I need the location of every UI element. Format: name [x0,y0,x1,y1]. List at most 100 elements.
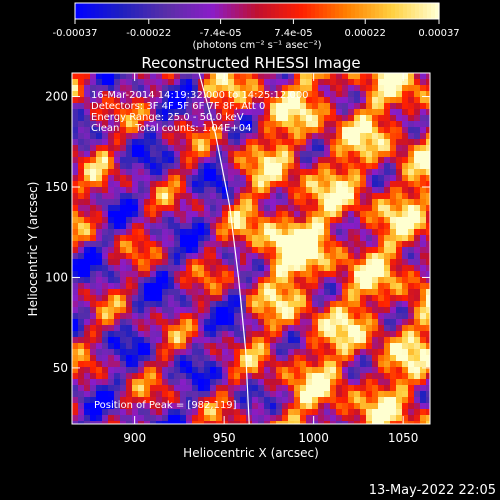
heatmap-cell [186,199,192,205]
heatmap-cell [426,133,430,139]
heatmap-cell [186,307,192,313]
heatmap-cell [330,181,336,187]
heatmap-cell [384,73,390,79]
heatmap-cell [246,223,252,229]
heatmap-cell [84,301,90,307]
colorbar-segment [411,3,416,19]
heatmap-cell [138,145,144,151]
colorbar-segment [319,3,324,19]
heatmap-cell [324,307,330,313]
heatmap-cell [228,199,234,205]
colorbar-segment [75,3,80,19]
colorbar-segment [431,3,436,19]
heatmap-cell [276,115,282,121]
heatmap-cell [114,247,120,253]
heatmap-cell [228,181,234,187]
heatmap-cell [306,361,312,367]
heatmap-cell [234,307,240,313]
heatmap-cell [162,199,168,205]
heatmap-cell [114,331,120,337]
heatmap-cell [294,283,300,289]
heatmap-cell [192,145,198,151]
heatmap-cell [144,175,150,181]
heatmap-cell [396,331,402,337]
heatmap-cell [204,223,210,229]
heatmap-cell [96,223,102,229]
heatmap-cell [318,157,324,163]
heatmap-cell [240,103,246,109]
heatmap-cell [180,115,186,121]
heatmap-cell [102,151,108,157]
heatmap-cell [288,301,294,307]
heatmap-cell [78,331,84,337]
heatmap-cell [348,133,354,139]
heatmap-cell [342,379,348,385]
heatmap-cell [72,163,78,169]
heatmap-cell [186,295,192,301]
heatmap-cell [198,415,204,421]
heatmap-cell [252,211,258,217]
heatmap-cell [270,193,276,199]
colorbar-segment [151,3,156,19]
heatmap-cell [354,247,360,253]
heatmap-cell [360,115,366,121]
heatmap-cell [168,403,174,409]
heatmap-cell [222,109,228,115]
heatmap-cell [252,385,258,391]
heatmap-cell [162,403,168,409]
heatmap-cell [84,379,90,385]
heatmap-cell [150,181,156,187]
heatmap-cell [210,379,216,385]
heatmap-cell [156,223,162,229]
heatmap-cell [138,163,144,169]
heatmap-cell [312,289,318,295]
heatmap-cell [294,367,300,373]
heatmap-cell [234,115,240,121]
heatmap-cell [276,199,282,205]
heatmap-cell [384,139,390,145]
heatmap-cell [360,349,366,355]
heatmap-cell [186,115,192,121]
heatmap-cell [318,265,324,271]
heatmap-cell [150,265,156,271]
heatmap-cell [78,181,84,187]
heatmap-cell [180,277,186,283]
heatmap-cell [204,187,210,193]
heatmap-cell [174,163,180,169]
heatmap-cell [84,397,90,403]
heatmap-cell [90,175,96,181]
plot-frame [71,72,431,425]
heatmap-cell [216,313,222,319]
heatmap-cell [318,145,324,151]
heatmap-cell [108,223,114,229]
heatmap-cell [288,355,294,361]
heatmap-cell [174,391,180,397]
heatmap-cell [102,139,108,145]
heatmap-cell [306,139,312,145]
heatmap-cell [168,409,174,415]
heatmap-cell [264,289,270,295]
heatmap-cell [396,181,402,187]
heatmap-cell [372,421,378,424]
heatmap-cell [300,307,306,313]
heatmap-cell [288,229,294,235]
heatmap-cell [234,109,240,115]
heatmap-cell [414,385,420,391]
heatmap-cell [222,253,228,259]
heatmap-cell [318,115,324,121]
heatmap-cell [288,319,294,325]
heatmap-cell [288,91,294,97]
heatmap-cell [96,103,102,109]
heatmap-cell [192,379,198,385]
heatmap-cell [240,199,246,205]
heatmap-cell [228,361,234,367]
heatmap-cell [126,277,132,283]
heatmap-cell [324,85,330,91]
heatmap-cell [414,367,420,373]
heatmap-cell [336,325,342,331]
x-tick-label: 900 [123,431,146,445]
heatmap-cell [312,97,318,103]
heatmap-cell [132,367,138,373]
heatmap-cell [192,349,198,355]
heatmap-cell [132,397,138,403]
